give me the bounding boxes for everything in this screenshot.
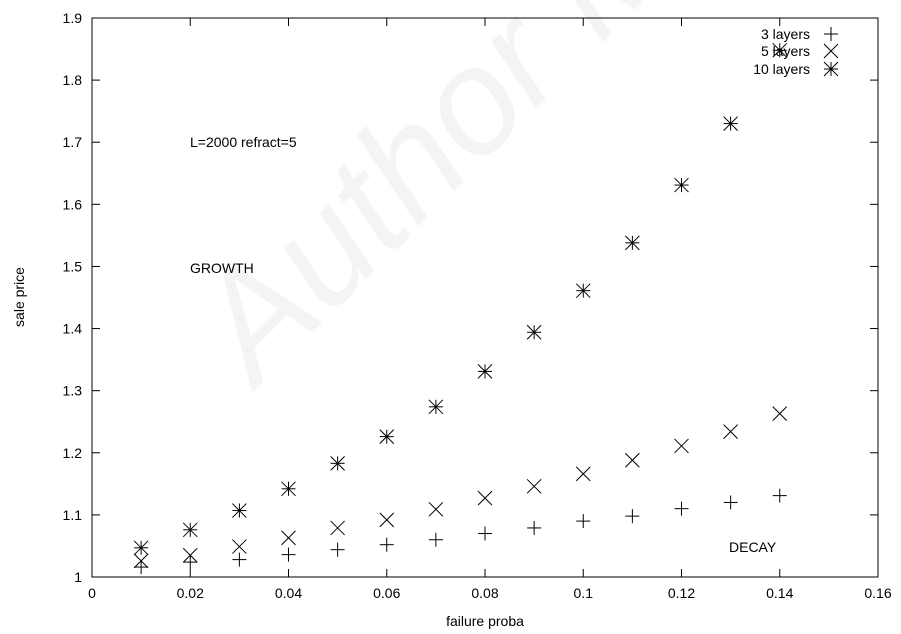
x-tick-label: 0 [88, 585, 96, 601]
y-tick-label: 1.3 [63, 383, 83, 399]
legend-marker-10-layers [823, 61, 839, 77]
point-10-layers [379, 429, 395, 444]
point-5-layers [526, 478, 542, 494]
point-5-layers [428, 501, 444, 517]
point-10-layers [428, 399, 444, 415]
point-3-layers [330, 542, 345, 557]
annotation-decay: DECAY [729, 539, 777, 555]
point-3-layers [674, 501, 689, 516]
annotation-params: L=2000 refract=5 [190, 134, 297, 150]
point-10-layers [330, 455, 345, 471]
point-5-layers [575, 466, 591, 482]
point-5-layers [625, 452, 640, 468]
x-tick-label: 0.1 [574, 585, 594, 601]
point-10-layers [477, 364, 493, 379]
legend-label-5-layers: 5 layers [761, 43, 810, 59]
point-5-layers [182, 547, 198, 563]
y-tick-labels: 1 1.1 1.2 1.3 1.4 1.5 1.6 1.7 1.8 1.9 [63, 10, 83, 585]
point-3-layers [625, 509, 640, 524]
x-tick-label: 0.04 [275, 585, 302, 601]
point-3-layers [723, 495, 738, 510]
point-3-layers [134, 560, 149, 575]
point-3-layers [183, 555, 198, 570]
point-10-layers [182, 522, 198, 538]
x-axis-label: failure proba [446, 613, 524, 629]
point-10-layers [625, 235, 640, 251]
legend-label-10-layers: 10 layers [753, 61, 810, 77]
plot-frame [91, 17, 879, 578]
y-tick-label: 1 [74, 569, 82, 585]
y-tick-label: 1.5 [63, 258, 83, 274]
y-tick-label: 1.9 [63, 10, 83, 26]
point-5-layers [133, 553, 149, 569]
point-5-layers [232, 539, 247, 554]
point-3-layers [772, 488, 787, 503]
y-tick-label: 1.8 [63, 72, 83, 88]
point-10-layers [723, 116, 738, 131]
point-10-layers [526, 324, 542, 340]
x-tick-labels: 0 0.02 0.04 0.06 0.08 0.1 0.12 0.14 0.16 [88, 585, 892, 601]
point-5-layers [281, 530, 296, 546]
point-5-layers [772, 406, 788, 422]
point-3-layers [428, 532, 443, 547]
point-5-layers [477, 490, 493, 506]
point-10-layers [772, 42, 788, 58]
point-3-layers [527, 520, 542, 535]
point-3-layers [576, 514, 591, 529]
x-tick-label: 0.06 [373, 585, 400, 601]
point-3-layers [232, 552, 247, 567]
legend: 3 layers 5 layers 10 layers [753, 26, 839, 77]
point-10-layers [674, 177, 689, 193]
point-5-layers [674, 438, 689, 454]
legend-marker-3-layers [824, 27, 838, 41]
point-3-layers [478, 526, 492, 541]
y-tick-label: 1.6 [63, 196, 83, 212]
legend-label-3-layers: 3 layers [761, 26, 810, 42]
y-tick-label: 1.2 [63, 445, 83, 461]
data-points [133, 42, 788, 575]
y-tick-label: 1.4 [63, 321, 83, 337]
point-10-layers [133, 540, 149, 556]
y-axis-label: sale price [11, 267, 27, 327]
x-tick-label: 0.14 [766, 585, 793, 601]
point-3-layers [281, 547, 296, 562]
point-10-layers [575, 283, 591, 299]
point-5-layers [379, 512, 395, 528]
point-5-layers [330, 520, 345, 536]
x-tick-label: 0.12 [668, 585, 695, 601]
legend-marker-5-layers [823, 43, 839, 59]
axis-ticks [91, 17, 879, 578]
x-tick-label: 0.02 [177, 585, 204, 601]
point-10-layers [232, 503, 247, 518]
x-tick-label: 0.16 [864, 585, 891, 601]
point-10-layers [281, 481, 296, 497]
annotation-growth: GROWTH [190, 260, 254, 276]
y-tick-label: 1.1 [63, 507, 83, 523]
x-tick-label: 0.08 [471, 585, 498, 601]
point-5-layers [723, 424, 738, 440]
y-tick-label: 1.7 [63, 134, 83, 150]
point-3-layers [379, 537, 394, 552]
